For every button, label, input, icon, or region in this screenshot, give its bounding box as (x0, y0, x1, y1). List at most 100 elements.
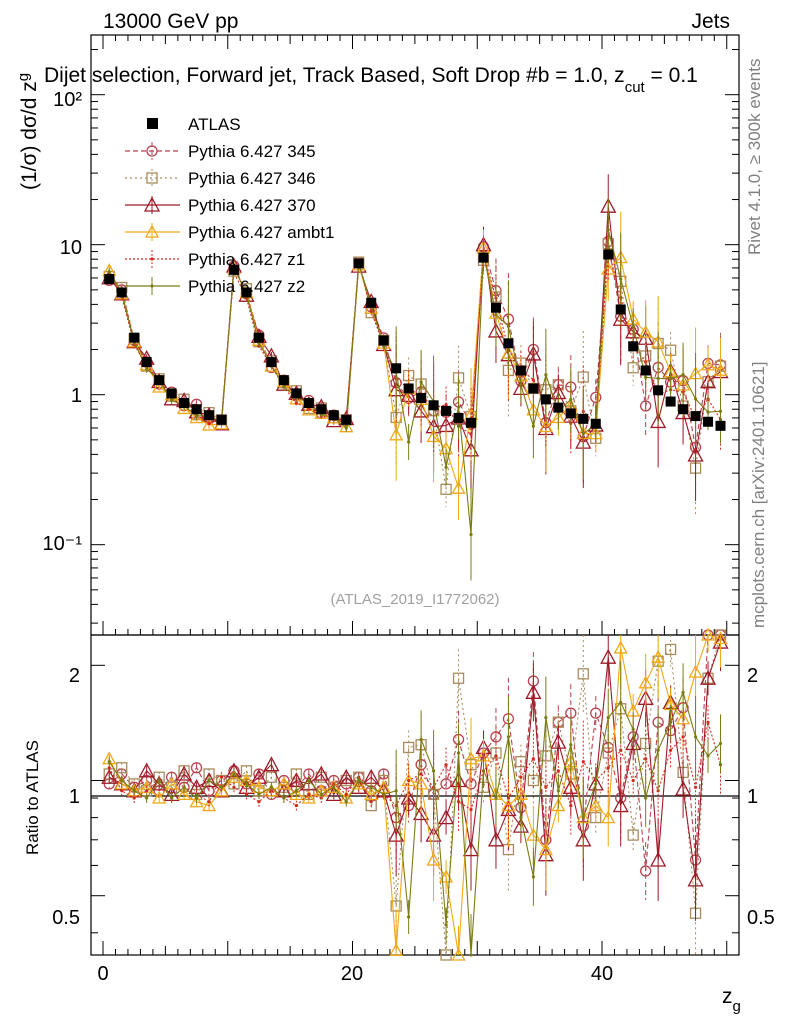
mc-point (469, 953, 473, 957)
mc-point (244, 782, 249, 786)
legend-label: Pythia 6.427 370 (188, 196, 316, 215)
mc-point (650, 413, 667, 429)
mc-point (699, 373, 717, 389)
atlas-point (179, 398, 190, 409)
atlas-point (266, 357, 277, 368)
analysis-label: (ATLAS_2019_I1772062) (330, 591, 499, 608)
mc-point (451, 947, 466, 961)
top-y-tick-labels: 10⁻¹ 1 10 10² (43, 89, 83, 555)
mc-point (451, 480, 466, 494)
x-tick-labels: 0 20 40 (97, 963, 613, 985)
mc-point (531, 424, 535, 428)
mc-point (344, 800, 348, 804)
mc-point (463, 751, 479, 765)
mc-point (146, 172, 158, 184)
atlas-point (690, 411, 701, 422)
legend-label: Pythia 6.427 ambt1 (188, 223, 334, 242)
mc-point (201, 798, 217, 812)
atlas-point (653, 385, 664, 396)
mc-point (389, 427, 404, 441)
atlas-point (316, 404, 327, 415)
atlas-point (141, 357, 152, 368)
mc-point (107, 760, 111, 764)
legend-marker-atlas (147, 118, 158, 129)
mc-point (219, 775, 224, 779)
mc-point (688, 664, 703, 678)
mc-point (402, 741, 415, 754)
mc-point (494, 796, 498, 800)
mc-point (407, 915, 411, 919)
mc-point (569, 397, 573, 402)
atlas-point (715, 420, 726, 431)
mc-point (700, 627, 716, 641)
mc-point (651, 649, 666, 663)
mc-point (687, 871, 704, 887)
mc-point (307, 778, 311, 783)
mc-point (164, 776, 179, 790)
mc-point (419, 772, 423, 776)
mc-point (120, 789, 124, 793)
mc-point (631, 778, 635, 783)
mc-point (219, 785, 224, 789)
mc-point (207, 421, 211, 426)
mc-point (144, 224, 160, 238)
mc-point (556, 789, 560, 793)
atlas-point (590, 418, 601, 429)
mc-point (194, 414, 199, 418)
atlas-point (665, 396, 676, 407)
mc-point (601, 810, 616, 824)
atlas-point (378, 335, 389, 346)
mc-ratio-line (108, 722, 722, 811)
atlas-point (191, 404, 202, 415)
mc-point (693, 735, 698, 739)
mc-point (257, 800, 261, 804)
mc-point (631, 727, 635, 732)
mc-point (569, 743, 573, 747)
atlas-point (640, 365, 651, 376)
legend-entry-ambt1: Pythia 6.427 ambt1 (188, 223, 334, 242)
mc-point (294, 803, 298, 808)
mc-point (590, 707, 602, 719)
mc-point (581, 431, 585, 436)
legend-entry-z2: Pythia 6.427 z2 (188, 277, 305, 296)
mc-point (569, 803, 573, 808)
atlas-point (678, 404, 689, 415)
atlas-point (341, 414, 352, 425)
atlas-point (403, 383, 414, 394)
mc-point (289, 787, 304, 801)
mc-point (194, 796, 199, 800)
mc-series-ratio (101, 627, 729, 961)
mc-point (462, 841, 480, 857)
atlas-point (515, 365, 526, 376)
rivet-label: Rivet 4.1.0, ≥ 300k events (745, 59, 764, 255)
atlas-point (154, 375, 165, 386)
mc-point (101, 768, 118, 784)
mc-point (718, 741, 723, 746)
mc-point (627, 829, 639, 841)
mc-point (640, 865, 652, 877)
mc-point (407, 440, 411, 444)
atlas-point (528, 383, 539, 394)
mc-point (214, 783, 229, 797)
mc-point (145, 789, 149, 793)
mc-point (606, 716, 610, 720)
mc-point (282, 796, 286, 800)
mc-point (669, 377, 673, 381)
mc-point (170, 796, 174, 800)
atlas-point (241, 287, 252, 298)
mc-point (152, 379, 167, 393)
mc-point (456, 405, 461, 409)
mc-point (378, 768, 390, 780)
mc-point (700, 357, 716, 371)
legend-entry-346: Pythia 6.427 346 (188, 169, 316, 188)
mc-point (600, 648, 617, 664)
atlas-point (303, 398, 314, 409)
mc-point (207, 778, 211, 783)
mc-point (426, 852, 441, 866)
mc-point (207, 800, 211, 804)
mc-point (452, 672, 465, 684)
mc-point (487, 831, 505, 847)
mc-point (644, 796, 648, 800)
mc-point (150, 284, 154, 288)
mc-point (581, 815, 585, 820)
